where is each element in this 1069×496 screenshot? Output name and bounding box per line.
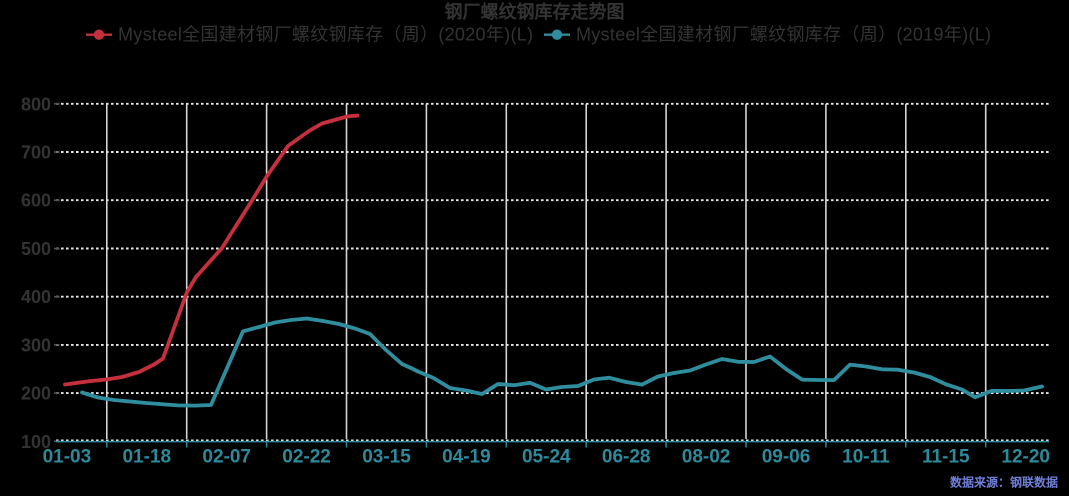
svg-text:05-24: 05-24 bbox=[522, 447, 571, 468]
svg-text:800: 800 bbox=[21, 94, 51, 114]
svg-text:11-15: 11-15 bbox=[922, 447, 970, 468]
svg-text:500: 500 bbox=[21, 239, 51, 259]
svg-text:Mysteel全国建材钢厂螺纹钢库存（周）(2020年)(L: Mysteel全国建材钢厂螺纹钢库存（周）(2020年)(L) bbox=[118, 25, 533, 45]
svg-text:数据来源：钢联数据: 数据来源：钢联数据 bbox=[950, 475, 1058, 490]
svg-text:09-06: 09-06 bbox=[762, 447, 811, 468]
svg-text:08-02: 08-02 bbox=[682, 447, 731, 468]
svg-text:10-11: 10-11 bbox=[842, 447, 890, 468]
svg-text:200: 200 bbox=[21, 384, 51, 404]
svg-text:300: 300 bbox=[21, 335, 51, 355]
svg-text:02-07: 02-07 bbox=[202, 447, 251, 468]
svg-text:06-28: 06-28 bbox=[602, 447, 651, 468]
svg-text:03-15: 03-15 bbox=[362, 447, 411, 468]
svg-text:100: 100 bbox=[21, 432, 51, 452]
svg-text:钢厂螺纹钢库存走势图: 钢厂螺纹钢库存走势图 bbox=[445, 1, 625, 22]
svg-text:Mysteel全国建材钢厂螺纹钢库存（周）(2019年)(L: Mysteel全国建材钢厂螺纹钢库存（周）(2019年)(L) bbox=[576, 25, 991, 45]
svg-text:700: 700 bbox=[21, 143, 51, 163]
svg-text:01-18: 01-18 bbox=[122, 447, 171, 468]
svg-text:400: 400 bbox=[21, 287, 51, 307]
svg-text:01-03: 01-03 bbox=[43, 447, 92, 468]
svg-text:02-22: 02-22 bbox=[282, 447, 331, 468]
svg-text:12-20: 12-20 bbox=[1001, 447, 1050, 468]
svg-text:600: 600 bbox=[21, 191, 51, 211]
svg-text:04-19: 04-19 bbox=[442, 447, 491, 468]
